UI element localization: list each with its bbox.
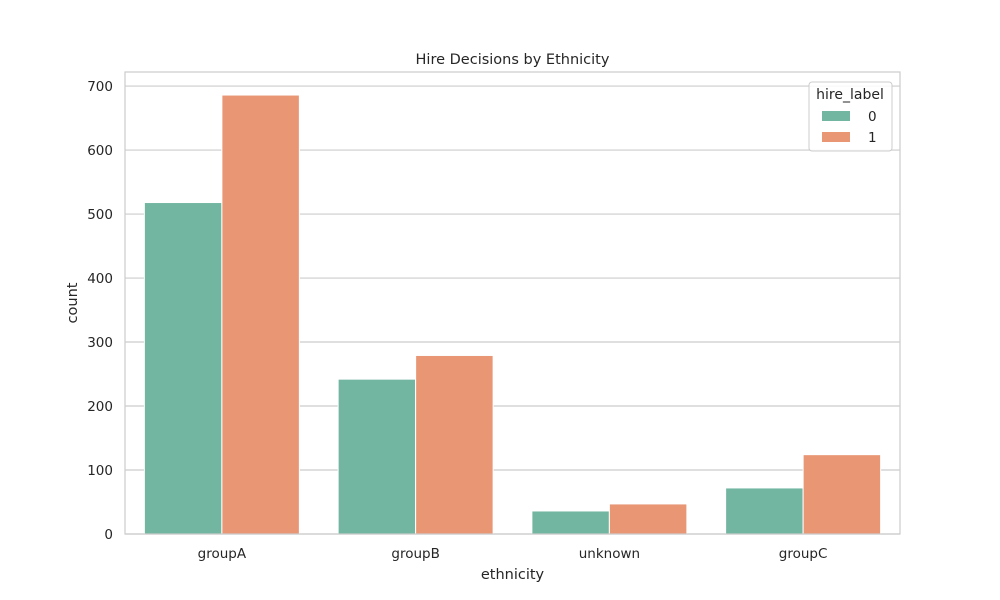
legend-swatch-1 — [822, 132, 850, 142]
x-tick-label-groupC: groupC — [779, 546, 828, 562]
y-tick-label: 200 — [87, 399, 113, 415]
bars — [143, 94, 882, 535]
legend-title: hire_label — [816, 87, 884, 103]
legend: hire_label 01 — [808, 81, 893, 152]
x-tick-label-groupB: groupB — [391, 546, 439, 562]
y-tick-label: 100 — [87, 463, 113, 479]
legend-items: 01 — [822, 109, 877, 146]
bar-groupB-series-1 — [415, 354, 494, 535]
bar-groupC-series-0 — [725, 487, 804, 535]
x-tick-labels: groupA groupB unknown groupC — [198, 546, 828, 562]
bar-unknown-series-0 — [531, 510, 610, 535]
x-tick-label-groupA: groupA — [198, 546, 247, 562]
x-axis-label: ethnicity — [481, 567, 545, 583]
chart-title: Hire Decisions by Ethnicity — [416, 52, 610, 68]
legend-label-0: 0 — [868, 109, 877, 125]
bar-groupA-series-1 — [221, 94, 300, 535]
y-tick-label: 0 — [104, 527, 113, 543]
y-tick-label: 600 — [87, 143, 113, 159]
legend-swatch-0 — [822, 111, 850, 121]
y-axis-label: count — [65, 282, 81, 323]
y-tick-label: 500 — [87, 207, 113, 223]
bar-unknown-series-1 — [608, 503, 688, 535]
plot-frame — [124, 71, 901, 535]
bar-groupB-series-0 — [337, 378, 417, 535]
y-tick-label: 700 — [87, 79, 113, 95]
bar-groupC-series-1 — [802, 454, 882, 535]
bar-groupA-series-0 — [143, 202, 223, 535]
x-tick-label-unknown: unknown — [579, 546, 640, 562]
y-tick-label: 400 — [87, 271, 113, 287]
y-tick-label: 300 — [87, 335, 113, 351]
y-tick-labels: 0 100 200 300 400 500 600 700 — [87, 79, 113, 543]
legend-label-1: 1 — [868, 130, 877, 146]
